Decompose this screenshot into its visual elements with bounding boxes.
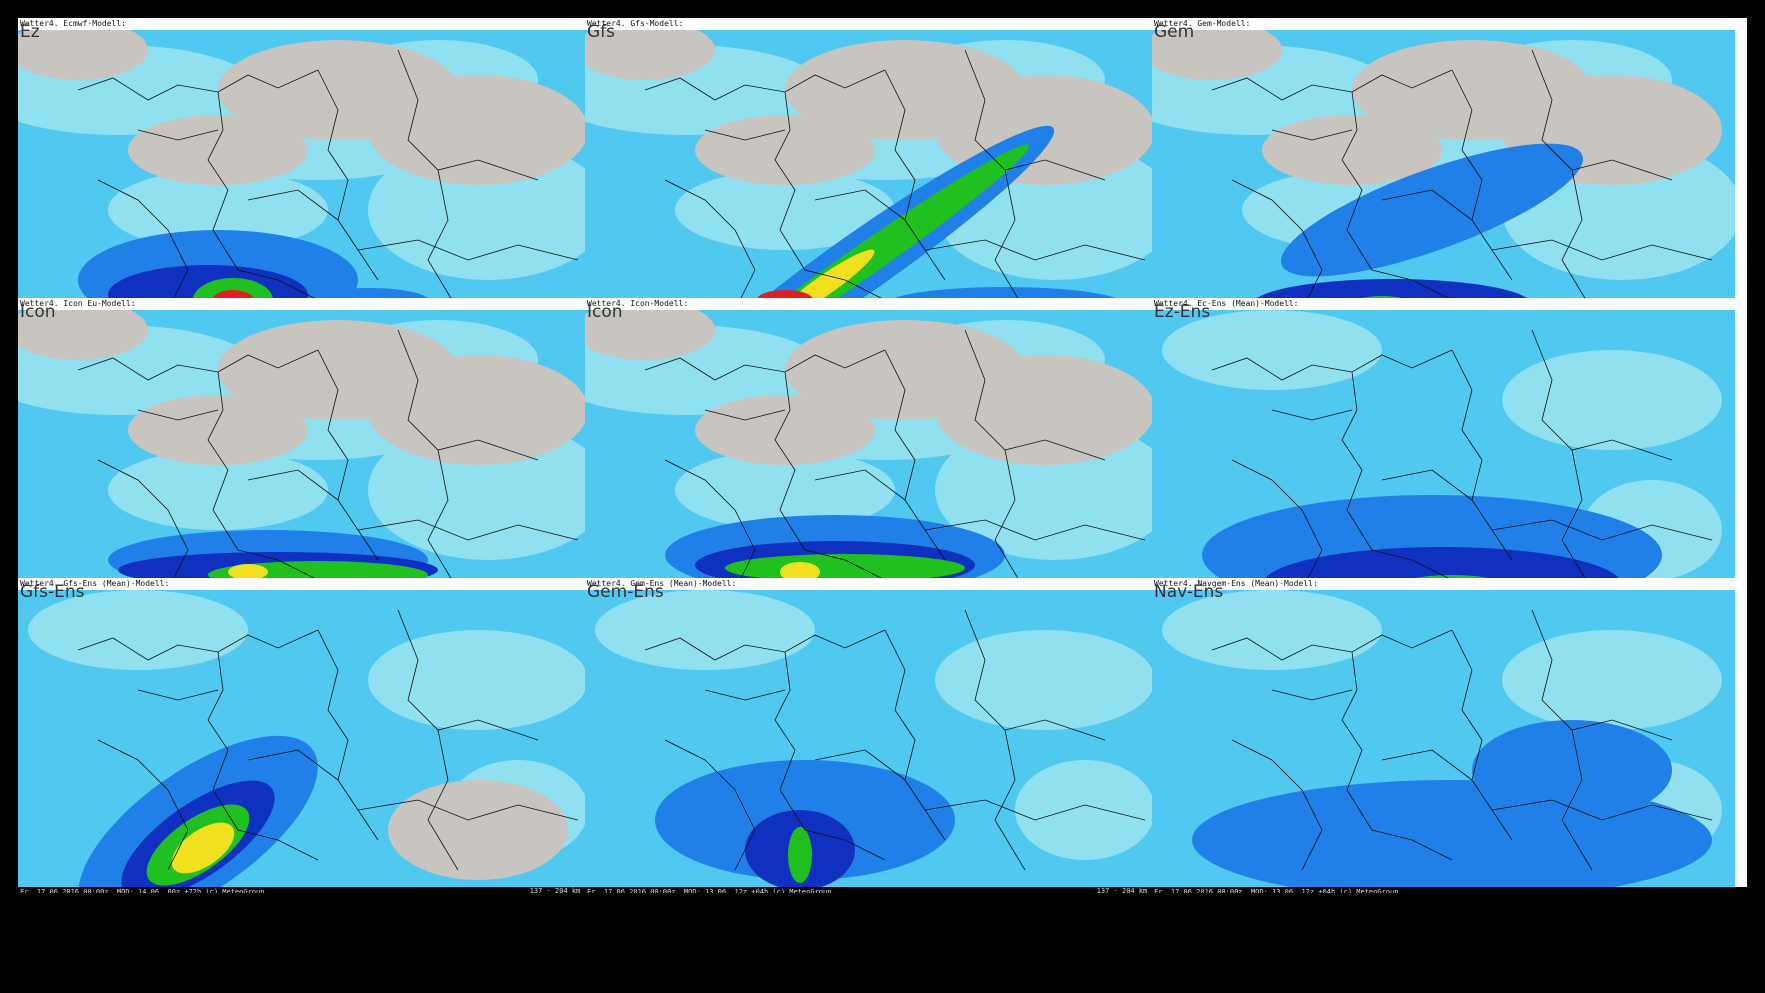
footer-bar: Fr. 17.06.2016 00:00z. MOD: 13.06. 12z +… bbox=[1152, 887, 1747, 893]
map-panel: Wetter4. Icon Eu-Modell:IconFr. 17.06.20… bbox=[18, 298, 654, 613]
model-line: Wetter4. Icon-Modell: bbox=[587, 299, 689, 308]
footer-text: Fr. 17.06.2016 00:00z. MOD: 14.06. 00z +… bbox=[20, 888, 265, 893]
model-line: Wetter4. Ec-Ens (Mean)-Modell: bbox=[1154, 299, 1299, 308]
footer-text: Fr. 17.06.2016 00:00z. MOD: 13.06. 12z +… bbox=[1154, 888, 1399, 893]
map-panel: Wetter4. Navgem-Ens (Mean)-Modell: Nav-En… bbox=[1152, 578, 1747, 893]
panel-title: Ez-Ens bbox=[1154, 302, 1211, 322]
model-line: Wetter4. Gfs-Ens (Mean)-Modell: bbox=[20, 579, 170, 588]
scale-bar: 137 - 204 km bbox=[1079, 887, 1165, 893]
precipitation-map bbox=[18, 590, 601, 887]
precipitation-map bbox=[18, 310, 601, 607]
model-line: Wetter4. Navgem-Ens (Mean)-Modell: bbox=[1154, 579, 1318, 588]
model-line: Wetter4. Gem-Modell: bbox=[1154, 19, 1251, 28]
map-panel: Wetter4. Icon-Modell:IconFr. 17.06.2016 … bbox=[585, 298, 1221, 613]
panel-title: Gem bbox=[1154, 22, 1195, 42]
map-panel: Wetter4. Gem-Ens (Mean)-Modell: Gem-Ens Fr… bbox=[585, 578, 1221, 893]
model-line: Wetter4. Ecmwf-Modell: bbox=[20, 19, 126, 28]
map-panel: Wetter4. Ecmwf-Modell:EzFr. 17.06.2016 0… bbox=[18, 18, 654, 333]
precipitation-map bbox=[1152, 30, 1735, 327]
map-panel: Wetter4. Gfs-Modell:GfsFr. 17.06.2016 00… bbox=[585, 18, 1221, 333]
panel-title: Nav-Ens bbox=[1154, 582, 1224, 602]
panel-title: Icon bbox=[20, 302, 56, 322]
map-panel: Wetter4. Gfs-Ens (Mean)-Modell: Gfs-Ens Fr… bbox=[18, 578, 654, 893]
panel-title: Gfs bbox=[587, 22, 616, 42]
panel-title: Gfs-Ens bbox=[20, 582, 85, 602]
map-panel: Wetter4. Gem-Modell:GemFr. 17.06.2016 00… bbox=[1152, 18, 1747, 333]
precipitation-map bbox=[1152, 590, 1735, 887]
scale-bar: 137 - 204 km bbox=[512, 887, 598, 893]
panel-title: Icon bbox=[587, 302, 623, 322]
footer-bar: Fr. 17.06.2016 00:00z. MOD: 13.06. 12z +… bbox=[585, 887, 1221, 893]
precipitation-map bbox=[585, 310, 1168, 607]
precipitation-map bbox=[1152, 310, 1735, 607]
precipitation-map bbox=[585, 590, 1168, 887]
model-line: Wetter4. Icon Eu-Modell: bbox=[20, 299, 136, 308]
footer-text: Fr. 17.06.2016 00:00z. MOD: 13.06. 12z +… bbox=[587, 888, 832, 893]
panel-title: Gem-Ens bbox=[587, 582, 664, 602]
map-panel: Wetter4. Ec-Ens (Mean)-Modell:Ez-EnsFr. … bbox=[1152, 298, 1747, 613]
precipitation-map bbox=[18, 30, 601, 327]
model-line: Wetter4. Gem-Ens (Mean)-Modell: bbox=[587, 579, 737, 588]
model-line: Wetter4. Gfs-Modell: bbox=[587, 19, 684, 28]
panel-title: Ez bbox=[20, 22, 40, 42]
footer-bar: Fr. 17.06.2016 00:00z. MOD: 14.06. 00z +… bbox=[18, 887, 654, 893]
precipitation-map bbox=[585, 30, 1168, 327]
